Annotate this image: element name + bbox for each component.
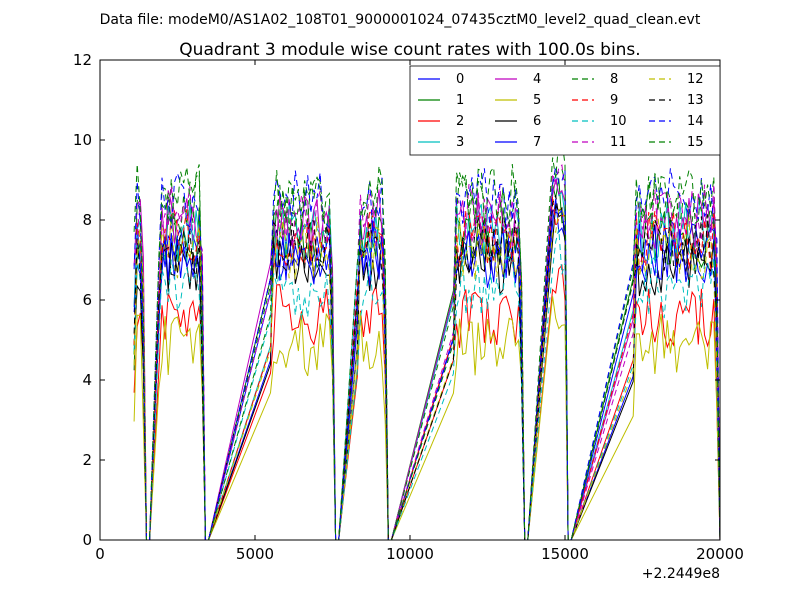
x-tick-label: 5000 [236, 545, 274, 563]
legend-label-15: 15 [687, 135, 704, 150]
y-tick-label: 10 [73, 131, 92, 149]
legend-label-1: 1 [456, 93, 464, 108]
series-line-12 [133, 206, 721, 541]
series-line-14 [133, 166, 721, 541]
x-tick-label: 15000 [541, 545, 589, 563]
legend-frame [409, 65, 721, 156]
legend-label-6: 6 [533, 114, 541, 129]
legend-label-10: 10 [610, 114, 627, 129]
legend-label-7: 7 [533, 135, 541, 150]
series-line-8 [133, 168, 721, 541]
legend-label-9: 9 [610, 93, 618, 108]
legend-label-13: 13 [687, 93, 704, 108]
legend-label-3: 3 [456, 135, 464, 150]
legend-label-4: 4 [533, 72, 541, 87]
y-tick-label: 4 [82, 371, 92, 389]
legend-label-0: 0 [456, 72, 464, 87]
x-offset-label: +2.2449e8 [642, 566, 720, 582]
legend-label-11: 11 [610, 135, 627, 150]
series-layer [133, 138, 721, 541]
series-line-5 [133, 296, 721, 541]
suptitle: Data file: modeM0/AS1A02_108T01_90000010… [100, 12, 701, 28]
chart-title: Quadrant 3 module wise count rates with … [179, 40, 640, 60]
x-tick-label: 0 [95, 545, 105, 563]
x-tick-label: 20000 [696, 545, 744, 563]
y-tick-label: 8 [82, 211, 92, 229]
legend-label-5: 5 [533, 93, 541, 108]
series-line-15 [133, 138, 721, 541]
y-tick-label: 0 [82, 531, 92, 549]
legend-label-12: 12 [687, 72, 704, 87]
series-line-13 [133, 195, 721, 541]
legend-label-8: 8 [610, 72, 618, 87]
x-tick-label: 10000 [386, 545, 434, 563]
y-tick-label: 12 [73, 51, 92, 69]
series-line-10 [133, 228, 721, 541]
y-tick-label: 2 [82, 451, 92, 469]
legend-label-14: 14 [687, 114, 704, 129]
y-tick-label: 6 [82, 291, 92, 309]
legend-label-2: 2 [456, 114, 464, 129]
series-line-9 [133, 195, 721, 541]
